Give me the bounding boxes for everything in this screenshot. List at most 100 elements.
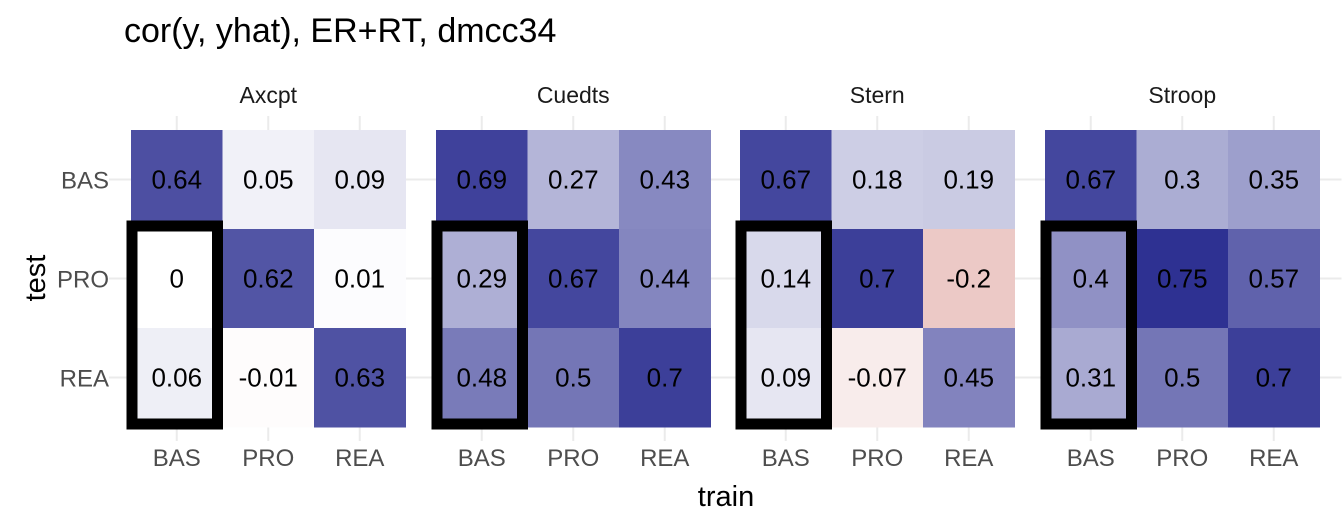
heatmap-cell: [740, 130, 832, 230]
heatmap-cell: [222, 130, 315, 230]
cell-value-label: 0: [170, 264, 184, 294]
cell-value-label: 0.7: [859, 264, 895, 294]
heatmap-cell: [436, 328, 528, 428]
highlight-box: [735, 220, 832, 430]
heatmap-cell: [831, 229, 924, 329]
cell-value-label: 0.5: [1164, 363, 1200, 393]
facet-label: Stern: [850, 82, 905, 108]
x-tick-label: REA: [944, 445, 993, 472]
heatmap-cell: [923, 130, 1015, 230]
cell-value-label: 0.5: [555, 363, 591, 393]
x-tick-label: PRO: [242, 445, 294, 472]
x-tick-label: BAS: [153, 445, 201, 472]
y-tick-label: PRO: [57, 267, 109, 294]
heatmap-cell: [831, 328, 924, 428]
heatmap-cell: [1045, 229, 1137, 329]
heatmap-cell: [923, 229, 1015, 329]
heatmap-cell: [222, 229, 315, 329]
heatmap-cell: [131, 130, 223, 230]
heatmap-cell: [527, 229, 620, 329]
cell-value-label: -0.2: [946, 264, 991, 294]
heatmap-cell: [923, 328, 1015, 428]
cell-value-label: 0.43: [639, 165, 690, 195]
heatmap-cell: [831, 130, 924, 230]
cell-value-label: 0.44: [639, 264, 690, 294]
x-tick-label: BAS: [458, 445, 506, 472]
heatmap-cell: [619, 328, 711, 428]
cell-value-label: 0.63: [334, 363, 385, 393]
heatmap-cell: [436, 130, 528, 230]
x-tick-label: REA: [1249, 445, 1298, 472]
facet-label: Cuedts: [537, 82, 610, 108]
heatmap-cell: [314, 229, 406, 329]
facet-label: Stroop: [1148, 82, 1216, 108]
heatmap-cell: [314, 130, 406, 230]
cell-value-label: 0.19: [943, 165, 994, 195]
highlight-boxes: [126, 220, 1137, 430]
highlight-box: [126, 220, 223, 430]
heatmap-cell: [1045, 130, 1137, 230]
cell-value-label: 0.7: [647, 363, 683, 393]
cell-value-label: 0.67: [1065, 165, 1116, 195]
x-tick-label: REA: [335, 445, 384, 472]
x-tick-label: REA: [640, 445, 689, 472]
cell-value-label: 0.48: [456, 363, 507, 393]
cell-value-label: 0.09: [760, 363, 811, 393]
facet-label: Axcpt: [239, 82, 297, 108]
cell-value-label: 0.29: [456, 264, 507, 294]
y-axis-title: test: [20, 255, 52, 302]
heatmap-cell: [1045, 328, 1137, 428]
heatmap-cell: [740, 328, 832, 428]
heatmap-cell: [1228, 130, 1320, 230]
cell-value-label: 0.64: [151, 165, 202, 195]
cell-value-label: 0.4: [1073, 264, 1109, 294]
highlight-box: [431, 220, 528, 430]
heatmap-cell: [740, 229, 832, 329]
y-tick-label: BAS: [61, 168, 109, 195]
cell-value-label: 0.01: [334, 264, 385, 294]
heatmap-cells: [131, 130, 1320, 428]
x-tick-label: BAS: [762, 445, 810, 472]
highlight-box: [1040, 220, 1137, 430]
x-tick-label: PRO: [851, 445, 903, 472]
cell-value-label: 0.69: [456, 165, 507, 195]
cell-value-label: -0.01: [239, 363, 298, 393]
cell-value-label: 0.05: [243, 165, 294, 195]
heatmap-cell: [314, 328, 406, 428]
heatmap-cell: [131, 229, 223, 329]
heatmap-cell: [527, 130, 620, 230]
heatmap-cell: [619, 229, 711, 329]
cell-value-label: 0.27: [548, 165, 599, 195]
chart-title: cor(y, yhat), ER+RT, dmcc34: [124, 12, 557, 50]
cell-value-label: -0.07: [848, 363, 907, 393]
heatmap-cell: [1228, 328, 1320, 428]
y-tick-label: REA: [60, 366, 109, 393]
cell-value-label: 0.31: [1065, 363, 1116, 393]
cell-value-label: 0.75: [1157, 264, 1208, 294]
heatmap-cell: [131, 328, 223, 428]
heatmap-cell: [222, 328, 315, 428]
heatmap-cell: [1228, 229, 1320, 329]
cell-value-label: 0.18: [852, 165, 903, 195]
cell-value-label: 0.62: [243, 264, 294, 294]
x-axis-title: train: [698, 481, 754, 513]
cell-value-label: 0.67: [760, 165, 811, 195]
cell-value-label: 0.3: [1164, 165, 1200, 195]
cell-value-label: 0.35: [1248, 165, 1299, 195]
cell-value-label: 0.67: [548, 264, 599, 294]
x-tick-label: PRO: [1156, 445, 1208, 472]
cell-value-label: 0.09: [334, 165, 385, 195]
cell-value-label: 0.57: [1248, 264, 1299, 294]
x-tick-label: BAS: [1067, 445, 1115, 472]
heatmap-cell: [527, 328, 620, 428]
heatmap-cell: [436, 229, 528, 329]
cell-value-label: 0.06: [151, 363, 202, 393]
heatmap-cell: [1136, 130, 1229, 230]
cell-value-label: 0.7: [1256, 363, 1292, 393]
heatmap-cell: [1136, 328, 1229, 428]
heatmap-cell: [1136, 229, 1229, 329]
cell-value-label: 0.14: [760, 264, 811, 294]
chart-labels: Axcpt 0.64 0.05 0.09 0 0.62 0.01 0.06 -0.01 0.63 B…: [57, 82, 1299, 472]
cell-value-label: 0.45: [943, 363, 994, 393]
